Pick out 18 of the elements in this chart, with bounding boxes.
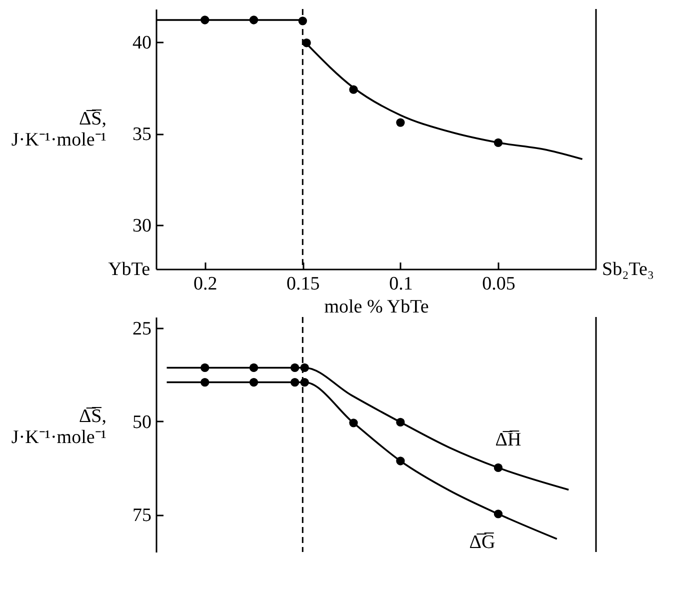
x-tick-label: 0.2 <box>194 274 218 294</box>
series-label: Δ̅G̅ <box>469 532 496 553</box>
y-tick-label: 75 <box>132 505 152 526</box>
y-tick-label: 40 <box>132 32 152 54</box>
x-tick-label: 0.15 <box>286 274 320 294</box>
y-tick-label: 50 <box>132 412 152 433</box>
y-tick-label: 30 <box>132 216 152 237</box>
x-tick-label: 0.05 <box>482 274 516 294</box>
x-axis-title: mole % YbTe <box>324 296 429 318</box>
text: Sb₂Te₃ <box>602 259 654 280</box>
x-tick-label: 0.1 <box>389 274 413 294</box>
text: YbTe <box>108 259 150 280</box>
y-tick-label: 25 <box>132 318 152 340</box>
y-axis-title: Δ̅S̅, J·K⁻¹·mole⁻¹ <box>11 406 107 448</box>
y-axis-title: Δ̅S̅, J·K⁻¹·mole⁻¹ <box>11 108 107 151</box>
point <box>396 118 405 127</box>
series-label: Δ̅H̅ <box>495 430 522 451</box>
y-tick-label: 35 <box>132 124 152 146</box>
